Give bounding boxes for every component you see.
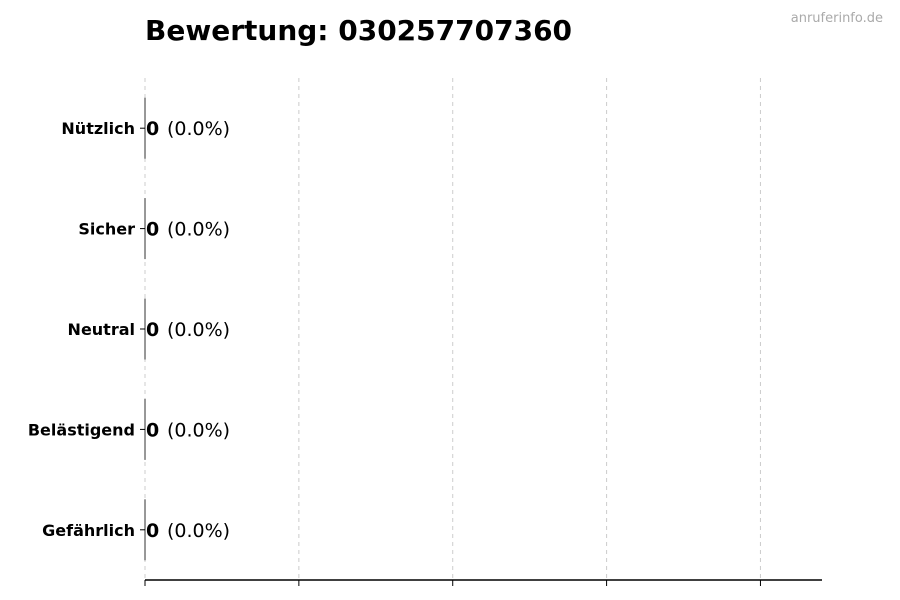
watermark: anruferinfo.de	[791, 11, 883, 26]
count-label: 0	[146, 219, 159, 241]
percent-label: (0.0%)	[167, 219, 230, 241]
category-label: Nützlich	[61, 119, 135, 138]
category-label: Belästigend	[28, 420, 135, 439]
percent-label: (0.0%)	[167, 520, 230, 542]
percent-label: (0.0%)	[167, 319, 230, 341]
percent-label: (0.0%)	[167, 118, 230, 140]
category-label: Gefährlich	[42, 521, 135, 540]
percent-label: (0.0%)	[167, 419, 230, 441]
category-label: Neutral	[68, 320, 135, 339]
count-label: 0	[146, 520, 159, 542]
count-label: 0	[146, 319, 159, 341]
chart-title: Bewertung: 030257707360	[145, 14, 572, 47]
category-label: Sicher	[78, 220, 135, 239]
count-label: 0	[146, 118, 159, 140]
count-label: 0	[146, 419, 159, 441]
